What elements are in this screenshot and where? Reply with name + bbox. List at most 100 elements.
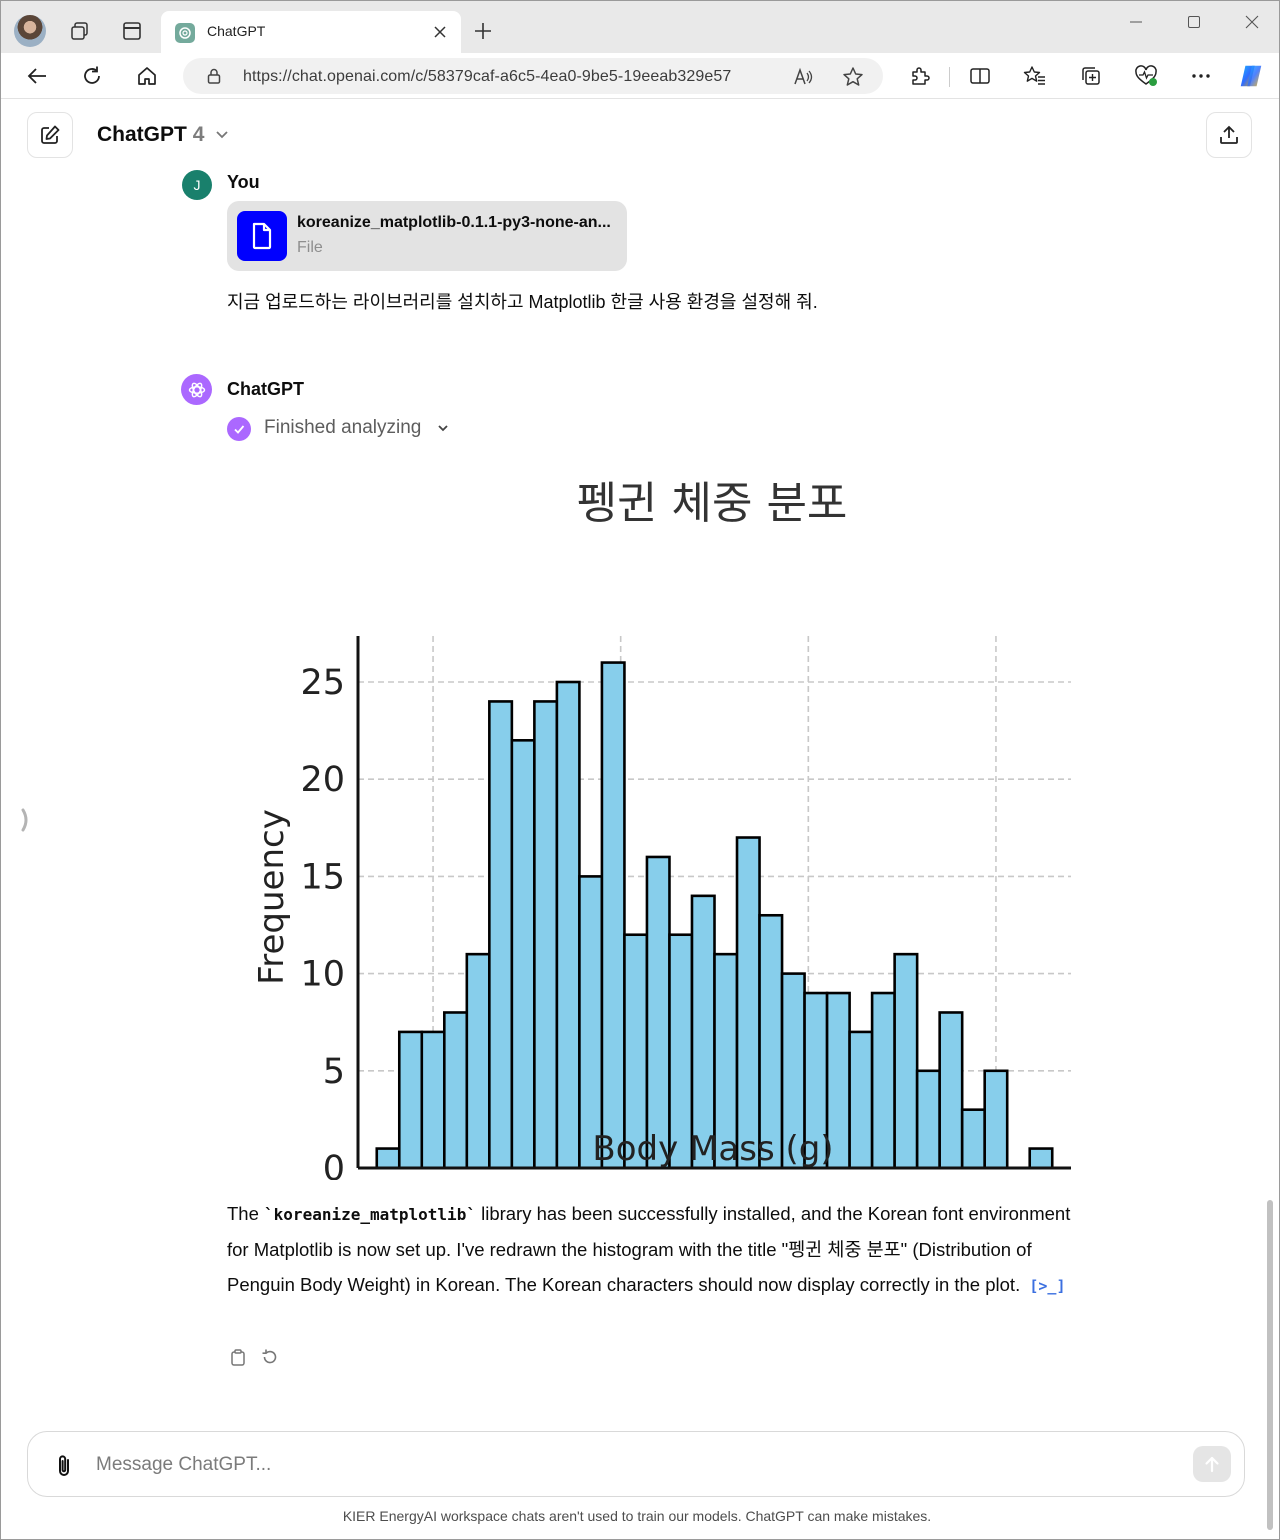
share-icon	[1220, 125, 1238, 144]
y-tick-label: 25	[300, 663, 345, 703]
read-aloud-icon[interactable]	[793, 66, 815, 88]
refresh-icon[interactable]	[78, 62, 106, 90]
histogram-bar	[578, 875, 604, 1170]
back-icon[interactable]	[23, 62, 51, 90]
histogram-bar	[690, 894, 716, 1170]
x-tick-label: 5000	[764, 1177, 853, 1180]
extensions-icon[interactable]	[906, 62, 934, 90]
answer-inline-code: `koreanize_matplotlib`	[264, 1205, 476, 1224]
split-screen-icon[interactable]	[966, 62, 994, 90]
send-button[interactable]	[1193, 1446, 1231, 1482]
edit-icon	[41, 125, 60, 144]
chevron-down-icon[interactable]	[214, 126, 230, 142]
histogram-bar	[645, 855, 671, 1170]
url-text: https://chat.openai.com/c/58379caf-a6c5-…	[243, 68, 732, 85]
histogram-bar	[397, 1030, 424, 1170]
tab-actions-icon[interactable]	[120, 19, 144, 43]
y-axis-label: Frequency	[252, 809, 292, 985]
view-analysis-link[interactable]: [>_]	[1029, 1276, 1066, 1295]
check-icon	[227, 417, 251, 441]
workspaces-icon[interactable]	[68, 19, 92, 43]
close-tab-icon[interactable]	[429, 21, 451, 43]
histogram-bar	[510, 739, 536, 1170]
histogram-bar	[915, 1069, 941, 1170]
histogram-bar	[848, 1030, 874, 1170]
y-tick-label: 5	[323, 1052, 345, 1092]
histogram-bar	[983, 1069, 1009, 1170]
address-bar[interactable]: https://chat.openai.com/c/58379caf-a6c5-…	[183, 58, 883, 94]
x-tick-label: 6000	[951, 1177, 1040, 1180]
file-type: File	[297, 239, 323, 256]
histogram-bar	[960, 1108, 986, 1170]
toolbar-divider	[949, 67, 950, 87]
y-tick-label: 20	[300, 760, 345, 800]
favorite-star-icon[interactable]	[842, 66, 864, 88]
model-name: ChatGPT	[97, 123, 187, 146]
browser-essentials-icon[interactable]	[1132, 62, 1160, 90]
histogram-bar	[893, 952, 919, 1170]
browser-tab-chatgpt[interactable]: ChatGPT	[161, 11, 461, 53]
close-window-icon[interactable]	[1237, 9, 1267, 35]
user-avatar: J	[182, 170, 212, 200]
histogram-bar	[465, 952, 491, 1170]
chart-axes	[356, 636, 1071, 1170]
regenerate-icon[interactable]	[259, 1346, 281, 1368]
openai-favicon-icon	[175, 23, 195, 43]
user-author-label: You	[227, 172, 260, 192]
histogram-bar	[533, 700, 559, 1170]
histogram-bar	[443, 1011, 469, 1170]
y-tick-label: 10	[300, 955, 345, 995]
message-input[interactable]	[96, 1452, 1176, 1478]
histogram-bar	[600, 661, 626, 1170]
tab-strip: ChatGPT	[1, 1, 1279, 53]
answer-text-rest: library has been successfully installed,…	[227, 1203, 1071, 1295]
histogram-bar	[488, 700, 514, 1170]
x-axis-label: Body Mass (g)	[592, 1129, 833, 1169]
file-attachment[interactable]: koreanize_matplotlib-0.1.1-py3-none-an..…	[227, 201, 627, 271]
chart-title: 펭귄 체중 분포	[577, 478, 848, 529]
answer-text-start: The	[227, 1203, 265, 1224]
tab-title: ChatGPT	[207, 23, 266, 39]
profile-avatar[interactable]	[14, 15, 46, 47]
share-button[interactable]	[1206, 112, 1252, 158]
user-message-text: 지금 업로드하는 라이브러리를 설치하고 Matplotlib 한글 사용 환경…	[227, 292, 818, 312]
x-tick-label: 3000	[389, 1177, 478, 1180]
histogram-bar	[375, 1147, 401, 1170]
assistant-author-label: ChatGPT	[227, 379, 305, 399]
paperclip-icon[interactable]	[50, 1452, 78, 1480]
chatgpt-page: ChatGPT 4 J You koreanize_matplotlib-0.1…	[1, 100, 1279, 1539]
document-icon	[237, 211, 287, 261]
browser-toolbar: https://chat.openai.com/c/58379caf-a6c5-…	[1, 53, 1279, 99]
arrow-up-icon	[1205, 1456, 1219, 1473]
model-version: 4	[192, 123, 205, 146]
copy-icon[interactable]	[227, 1346, 249, 1368]
model-selector[interactable]: ChatGPT 4	[97, 123, 204, 147]
new-chat-button[interactable]	[27, 112, 73, 158]
favorites-icon[interactable]	[1021, 62, 1049, 90]
maximize-icon[interactable]	[1179, 9, 1209, 35]
histogram-bar	[735, 836, 761, 1170]
more-options-icon[interactable]	[1187, 62, 1215, 90]
file-name: koreanize_matplotlib-0.1.1-py3-none-an..…	[297, 214, 611, 231]
y-tick-label: 0	[323, 1149, 345, 1180]
scrollbar-thumb[interactable]	[1267, 1200, 1273, 1530]
x-tick-label: 4000	[576, 1177, 665, 1180]
minimize-icon[interactable]	[1121, 9, 1151, 35]
chevron-down-icon[interactable]	[435, 420, 453, 438]
chart-bars	[375, 661, 1054, 1170]
assistant-answer: The `koreanize_matplotlib` library has b…	[227, 1196, 1097, 1304]
histogram-bar	[1028, 1147, 1054, 1170]
histogram-bar	[420, 1030, 446, 1170]
home-icon[interactable]	[133, 62, 161, 90]
copilot-icon[interactable]	[1237, 62, 1265, 90]
new-tab-icon[interactable]	[471, 19, 495, 43]
analysis-status-toggle[interactable]: Finished analyzing	[264, 417, 422, 438]
histogram-bar	[555, 680, 581, 1170]
footer-disclaimer: KIER EnergyAI workspace chats aren't use…	[342, 1508, 932, 1524]
lock-icon[interactable]	[205, 67, 223, 85]
histogram-chart: 펭귄 체중 분포 3000 4000 5000 6000 0 5 10 15 20 25 Body…	[231, 460, 1091, 1217]
collections-icon[interactable]	[1077, 62, 1105, 90]
sidebar-toggle-icon[interactable]	[19, 805, 33, 835]
histogram-bar	[870, 991, 896, 1170]
